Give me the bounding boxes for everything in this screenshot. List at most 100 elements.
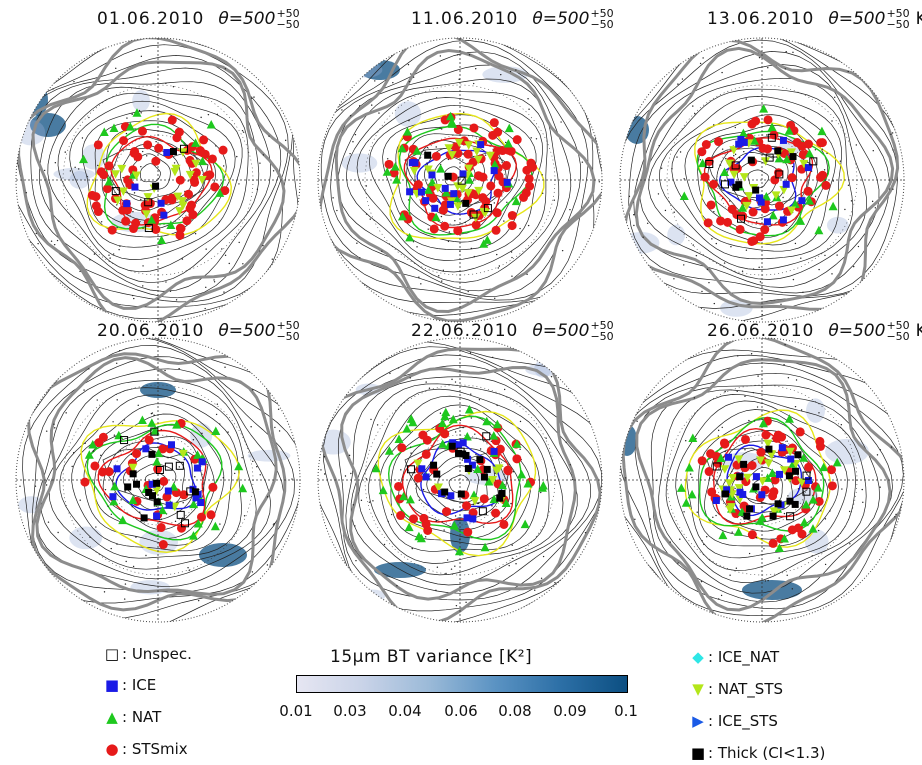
wind-dot bbox=[424, 536, 427, 538]
stsmix-marker bbox=[191, 168, 201, 178]
variance-patch bbox=[394, 101, 422, 127]
stsmix-marker bbox=[175, 175, 185, 185]
nat-marker bbox=[720, 167, 730, 177]
wind-dot bbox=[228, 262, 230, 265]
nat-sts-marker bbox=[728, 474, 738, 483]
wind-dot bbox=[767, 66, 769, 69]
ice-marker bbox=[477, 141, 485, 149]
thick-marker bbox=[496, 494, 504, 502]
wind-dot bbox=[839, 160, 842, 162]
wind-dot bbox=[397, 367, 400, 369]
wind-dot bbox=[510, 251, 513, 253]
latitude-circle bbox=[62, 384, 254, 576]
ice-marker bbox=[142, 445, 150, 453]
wind-dot bbox=[113, 434, 116, 436]
thick-marker bbox=[153, 479, 161, 487]
wind-dot bbox=[717, 429, 720, 432]
thick-marker bbox=[791, 500, 799, 508]
wind-dot bbox=[729, 574, 731, 576]
nat-marker bbox=[484, 477, 494, 486]
geopotential-contour bbox=[40, 379, 271, 580]
wind-dot bbox=[810, 516, 812, 518]
temperature-contour bbox=[97, 429, 207, 527]
stsmix-marker bbox=[167, 115, 177, 125]
stsmix-marker bbox=[197, 512, 207, 522]
wind-dot bbox=[389, 372, 391, 375]
wind-dot bbox=[695, 254, 698, 257]
wind-dot bbox=[511, 177, 513, 180]
unspec-marker bbox=[406, 465, 415, 474]
thick-marker bbox=[464, 465, 472, 473]
unspec-marker bbox=[176, 510, 185, 519]
wind-dot bbox=[122, 176, 124, 179]
wind-dot bbox=[396, 585, 398, 587]
wind-dot bbox=[371, 104, 373, 106]
wind-dot bbox=[758, 56, 761, 59]
ice-marker bbox=[782, 180, 790, 188]
nat-marker bbox=[109, 496, 119, 506]
wind-dot bbox=[790, 429, 792, 432]
ice-marker bbox=[193, 464, 201, 472]
stsmix-marker bbox=[768, 491, 778, 501]
wind-dot bbox=[35, 232, 37, 235]
map-boundary bbox=[317, 37, 603, 323]
wind-dot bbox=[454, 219, 456, 222]
wind-dot bbox=[628, 195, 631, 198]
wind-dot bbox=[820, 510, 822, 512]
nat-marker bbox=[132, 108, 142, 117]
wind-dot bbox=[216, 403, 219, 405]
stsmix-marker bbox=[723, 217, 733, 227]
panel-title: 22.06.2010 θ=500 +50 −50 bbox=[411, 320, 620, 342]
temperature-contour bbox=[416, 149, 498, 215]
ice-marker bbox=[740, 138, 748, 146]
wind-dot bbox=[234, 472, 236, 475]
thick-marker bbox=[153, 498, 161, 506]
legend-label: : ICE bbox=[122, 676, 157, 694]
nat-marker bbox=[832, 457, 842, 467]
theta-unit: K bbox=[915, 321, 922, 341]
wind-dot bbox=[242, 263, 244, 265]
wind-dot bbox=[133, 297, 135, 300]
stsmix-marker bbox=[787, 173, 797, 183]
stsmix-marker bbox=[422, 435, 432, 445]
ice-marker bbox=[157, 199, 165, 207]
nat-sts-marker bbox=[423, 165, 433, 174]
wind-dot bbox=[155, 140, 157, 143]
variance-patch bbox=[825, 438, 869, 465]
variance-patch bbox=[53, 167, 95, 181]
ice-marker bbox=[776, 470, 784, 478]
panel-date: 13.06.2010 bbox=[707, 9, 815, 29]
wind-dot bbox=[554, 581, 556, 584]
stsmix-marker bbox=[815, 436, 825, 446]
ice-marker bbox=[757, 198, 765, 206]
stsmix-marker bbox=[396, 511, 406, 521]
wind-dot bbox=[350, 472, 352, 475]
wind-dot bbox=[848, 510, 851, 513]
wind-dot bbox=[139, 511, 141, 513]
nat-marker bbox=[767, 122, 777, 132]
wind-dot bbox=[418, 276, 420, 278]
polar-map bbox=[317, 337, 603, 623]
wind-dot bbox=[252, 460, 254, 463]
variance-patch bbox=[374, 562, 426, 578]
wind-dot bbox=[213, 281, 216, 283]
theta-lower: −50 bbox=[886, 330, 910, 343]
unspec-marker bbox=[478, 507, 487, 516]
nat-sts-marker bbox=[433, 483, 443, 493]
theta-range: +50 −50 bbox=[276, 8, 299, 30]
nat-marker bbox=[512, 439, 522, 448]
geopotential-contour bbox=[345, 90, 548, 273]
wind-dot bbox=[194, 476, 196, 478]
wind-dot bbox=[74, 166, 76, 169]
nat-marker bbox=[749, 136, 759, 145]
nat-marker bbox=[676, 483, 686, 492]
wind-dot bbox=[93, 253, 96, 255]
wind-dot bbox=[527, 98, 529, 100]
wind-dot bbox=[454, 381, 457, 383]
ice-marker bbox=[779, 136, 787, 144]
wind-dot bbox=[439, 55, 442, 57]
wind-dot bbox=[34, 485, 37, 487]
wind-dot bbox=[440, 215, 443, 218]
stsmix-marker bbox=[747, 530, 757, 540]
wind-dot bbox=[124, 598, 126, 600]
